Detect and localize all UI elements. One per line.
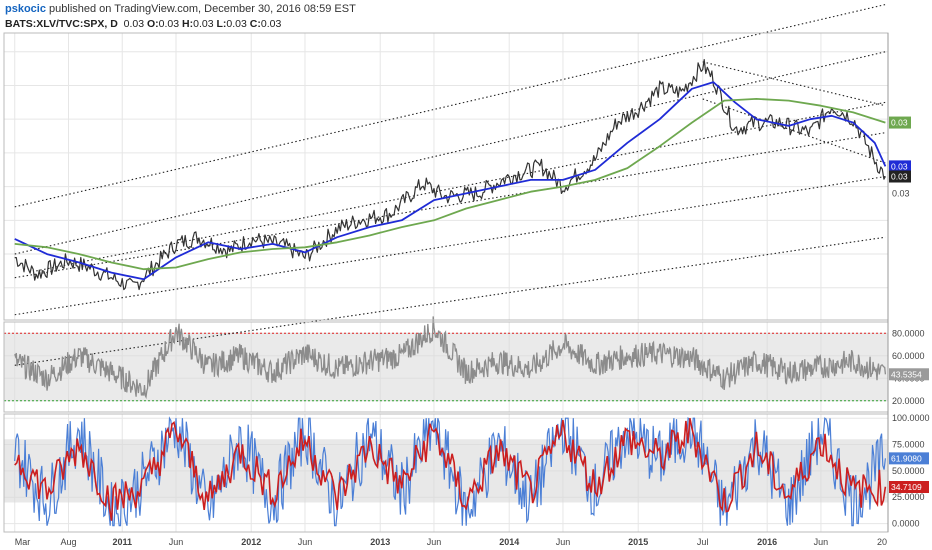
low-label: L:	[216, 18, 227, 30]
rsi-line	[14, 316, 887, 400]
x-tick-label: Jul	[697, 537, 709, 547]
high-value: 0.03	[193, 18, 214, 30]
stoch-tick-label: 0.0000	[892, 519, 920, 529]
price-line	[14, 58, 886, 291]
low-value: 0.03	[226, 18, 247, 30]
x-tick-label: 2014	[499, 537, 519, 547]
fast-ma-line	[14, 81, 887, 281]
x-tick-label: 2015	[628, 537, 648, 547]
stoch-tick-label: 25.0000	[892, 492, 925, 502]
trend-channel-line	[702, 61, 886, 107]
x-tick-label: 2011	[112, 537, 132, 547]
rsi-tick-label: 60.0000	[892, 351, 925, 361]
last-value: 0.03	[123, 18, 145, 30]
published-text: published on TradingView.com, December 3…	[45, 3, 356, 15]
x-tick-label: Jun	[298, 537, 313, 547]
stoch-k-value-tag-bg	[889, 452, 929, 465]
x-tick-label: Mar	[15, 537, 31, 547]
series-layer	[14, 4, 887, 527]
x-tick-label: 20	[877, 537, 887, 547]
stoch-k-value-tag: 61.9080	[891, 453, 922, 463]
rsi-value-tag-bg	[889, 368, 929, 381]
author-link[interactable]: pskocic	[5, 3, 46, 15]
trend-channel-line	[14, 132, 886, 279]
stoch-tick-label: 50.0000	[892, 466, 925, 476]
x-tick-label: 2016	[757, 537, 777, 547]
open-label: O:	[147, 18, 159, 30]
fast-ma-value-tag-bg	[889, 160, 911, 173]
stoch-d-value-tag-bg	[889, 481, 929, 494]
slow-ma-value-tag: 0.03	[891, 118, 908, 128]
trend-channel-line	[14, 51, 886, 255]
x-tick-label: 2013	[370, 537, 390, 547]
trend-channel-line	[702, 98, 886, 164]
stoch-tick-label: 75.0000	[892, 440, 925, 450]
rsi-tick-label: 20.0000	[892, 396, 925, 406]
x-tick-label: Aug	[60, 537, 76, 547]
price-value-tag-bg	[889, 170, 911, 183]
high-label: H:	[182, 18, 194, 30]
symbol-label[interactable]: BATS:XLV/TVC:SPX, D	[5, 18, 118, 30]
chart-header: pskocic published on TradingView.com, De…	[0, 0, 932, 32]
stoch-k-line	[14, 416, 886, 527]
x-tick-label: Jun	[814, 537, 829, 547]
panel-frames	[3, 32, 889, 533]
price-value-tag: 0.03	[891, 172, 908, 182]
fast-ma-value-tag: 0.03	[891, 161, 908, 171]
slow-ma-value-tag-bg	[889, 116, 911, 129]
x-tick-label: Jun	[169, 537, 184, 547]
rsi-value-tag: 43.5354	[891, 369, 922, 379]
stoch-d-line	[14, 418, 887, 521]
trend-channel-line	[14, 175, 886, 316]
trend-channel-line	[14, 4, 886, 208]
close-label: C:	[249, 18, 261, 30]
symbol-line: BATS:XLV/TVC:SPX, D 0.03 O:0.03 H:0.03 L…	[5, 18, 281, 30]
stoch-tick-label: 100.0000	[892, 413, 930, 423]
rsi-tick-label: 80.0000	[892, 328, 925, 338]
x-tick-label: 2012	[241, 537, 261, 547]
open-value: 0.03	[158, 18, 180, 30]
slow-ma-line	[14, 98, 886, 271]
x-tick-label: Jun	[556, 537, 571, 547]
publish-line: pskocic published on TradingView.com, De…	[5, 3, 356, 15]
close-value: 0.03	[260, 18, 282, 30]
trend-channel-line	[14, 236, 886, 366]
x-tick-label: Jun	[427, 537, 442, 547]
price-tick-label: 0.03	[892, 188, 910, 198]
stoch-d-value-tag: 34.7109	[891, 482, 922, 492]
